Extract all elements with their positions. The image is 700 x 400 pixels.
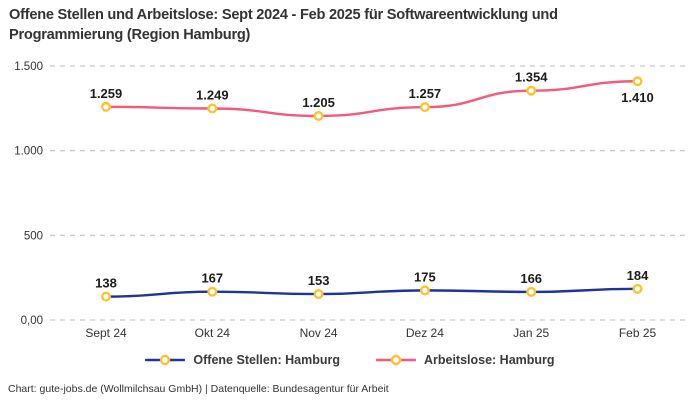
chart-title-line-2: Programmierung (Region Hamburg) (9, 27, 251, 43)
x-axis-label-dez-24: Dez 24 (406, 326, 444, 340)
data-point-label: 153 (308, 273, 330, 288)
data-point-offene-stellen-hamburg-feb-25[interactable] (632, 283, 643, 294)
data-point-offene-stellen-hamburg-sept-24[interactable] (100, 291, 111, 302)
x-axis-label-jan-25: Jan 25 (513, 326, 549, 340)
data-point-label: 1.249 (196, 88, 229, 103)
data-point-arbeitslose-hamburg-sept-24[interactable] (100, 101, 111, 112)
data-point-label: 1.354 (515, 70, 548, 85)
data-point-arbeitslose-hamburg-jan-25[interactable] (526, 85, 537, 96)
y-axis-tick-label: 0,00 (21, 315, 43, 327)
data-point-label: 138 (95, 276, 117, 291)
data-point-arbeitslose-hamburg-feb-25[interactable] (632, 76, 643, 87)
y-axis-tick-label: 1.500 (14, 61, 43, 73)
data-point-label: 1.259 (90, 86, 123, 101)
series-line-offene-stellen-hamburg (104, 287, 639, 298)
data-point-label: 1.257 (409, 86, 442, 101)
data-point-arbeitslose-hamburg-nov-24[interactable] (313, 110, 324, 121)
data-point-label: 166 (520, 271, 542, 286)
series-line-arbeitslose-hamburg (104, 80, 639, 118)
data-point-offene-stellen-hamburg-dez-24[interactable] (419, 285, 430, 296)
data-point-offene-stellen-hamburg-nov-24[interactable] (313, 289, 324, 300)
x-axis-label-sept-24: Sept 24 (85, 326, 127, 340)
chart-plot-svg: 0,00 500 1.000 1.500 Sept 24 Okt 24 Nov 24 Dez … (14, 61, 685, 340)
chart-title-line-1: Offene Stellen und Arbeitslose: Sept 202… (9, 7, 558, 23)
legend-label: Offene Stellen: Hamburg (193, 353, 340, 367)
chart-legend: Offene Stellen: Hamburg Arbeitslose: Hamb… (0, 353, 700, 367)
data-point-arbeitslose-hamburg-dez-24[interactable] (419, 102, 430, 113)
legend-label: Arbeitslose: Hamburg (423, 353, 555, 367)
chart-title: Offene Stellen und Arbeitslose: Sept 202… (9, 5, 558, 45)
chart-credit: Chart: gute-jobs.de (Wollmilchsau GmbH) … (8, 383, 389, 395)
data-point-label: 1.410 (621, 90, 654, 105)
x-axis-label-nov-24: Nov 24 (300, 326, 338, 340)
data-point-label: 175 (414, 269, 436, 284)
data-point-arbeitslose-hamburg-okt-24[interactable] (207, 103, 218, 114)
data-point-offene-stellen-hamburg-jan-25[interactable] (526, 286, 537, 297)
y-axis-tick-label: 1.000 (14, 146, 43, 158)
data-point-label: 167 (201, 271, 223, 286)
legend-line-marker-icon (145, 354, 186, 366)
legend-item-offene-stellen-hamburg[interactable]: Offene Stellen: Hamburg (145, 353, 340, 367)
data-point-label: 184 (627, 268, 649, 283)
y-axis-tick-label: 500 (24, 230, 43, 242)
legend-line-marker-icon (375, 354, 416, 366)
data-point-offene-stellen-hamburg-okt-24[interactable] (207, 286, 218, 297)
x-axis-label-feb-25: Feb 25 (619, 326, 657, 340)
data-point-label: 1.205 (302, 95, 335, 110)
x-axis-label-okt-24: Okt 24 (195, 326, 231, 340)
legend-item-arbeitslose-hamburg[interactable]: Arbeitslose: Hamburg (375, 353, 555, 367)
